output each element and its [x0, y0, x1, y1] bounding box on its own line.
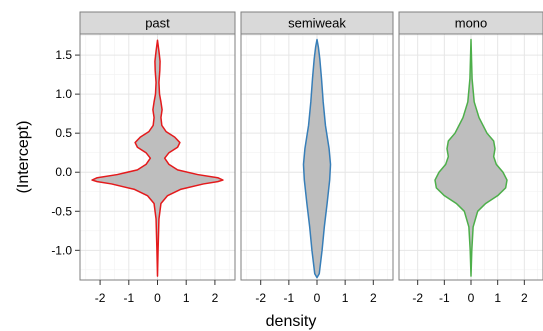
panel-past: past -2 -1 0 1 2: [79, 11, 236, 305]
y-tick-label: 1.5: [55, 48, 72, 62]
violin-past: [91, 39, 224, 277]
x-tick-label: -1: [284, 291, 295, 305]
x-tick-label: 2: [521, 291, 528, 305]
x-tick-label: 2: [370, 291, 377, 305]
x-tick-label: -2: [255, 291, 266, 305]
y-tick-label: 1.0: [55, 87, 72, 101]
y-tick-label: 0.5: [55, 126, 72, 140]
y-axis: -1.0 -0.5 0.0 0.5 1.0 1.5: [51, 48, 80, 257]
y-tick-label: 0.0: [55, 165, 72, 179]
panel-semiweak: semiweak -2 -1 0 1 2: [240, 11, 394, 305]
panel-mono: mono -2 -1 0 1 2: [398, 11, 543, 305]
x-tick-label: 0: [314, 291, 321, 305]
facet-strip-label: semiweak: [288, 16, 346, 31]
x-tick-label: -1: [123, 291, 134, 305]
y-tick-label: -0.5: [51, 204, 72, 218]
y-axis-title: (Intercept): [15, 121, 32, 194]
x-tick-label: 1: [183, 291, 190, 305]
x-tick-label: -2: [412, 291, 423, 305]
x-tick-label: 1: [494, 291, 501, 305]
facet-strip-label: mono: [455, 16, 488, 31]
violin-semiweak: [302, 38, 332, 279]
x-axis-title: density: [266, 313, 317, 330]
violin-mono: [434, 38, 508, 277]
x-tick-label: 1: [342, 291, 349, 305]
x-tick-label: -2: [95, 291, 106, 305]
x-tick-label: 2: [212, 291, 219, 305]
y-tick-label: -1.0: [51, 243, 72, 257]
x-tick-label: -1: [439, 291, 450, 305]
facet-strip-label: past: [145, 16, 170, 31]
x-tick-label: 0: [468, 291, 475, 305]
x-tick-label: 0: [154, 291, 161, 305]
